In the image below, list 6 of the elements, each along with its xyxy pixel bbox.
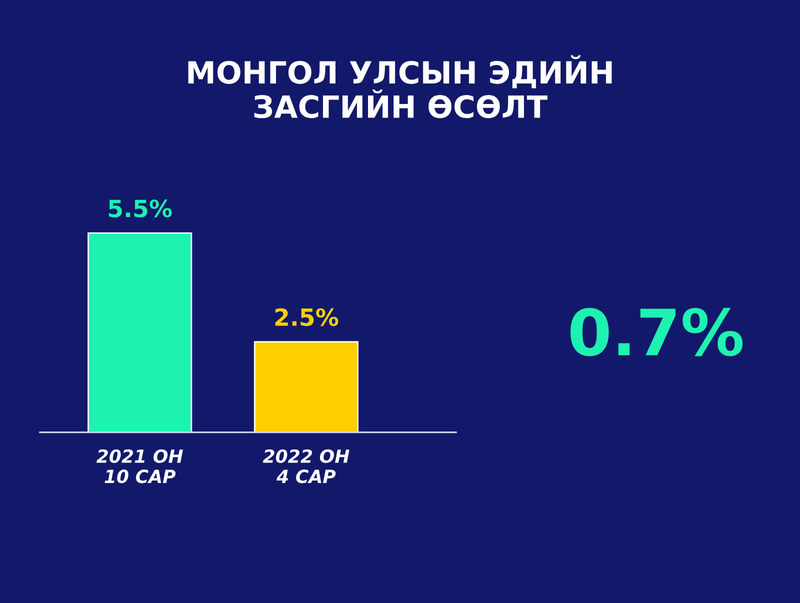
chart-title: МОНГОЛ УЛСЫН ЭДИЙН ЗАСГИЙН ӨСӨЛТ [188, 55, 612, 118]
x-tick-label: 2022 ОН 4 САР [262, 449, 350, 484]
x-tick-label: 2021 ОН 10 САР [96, 449, 183, 484]
text: 0.7% [570, 308, 743, 356]
data-label: 5.5% [108, 200, 172, 218]
data-label: 2.5% [275, 308, 338, 326]
